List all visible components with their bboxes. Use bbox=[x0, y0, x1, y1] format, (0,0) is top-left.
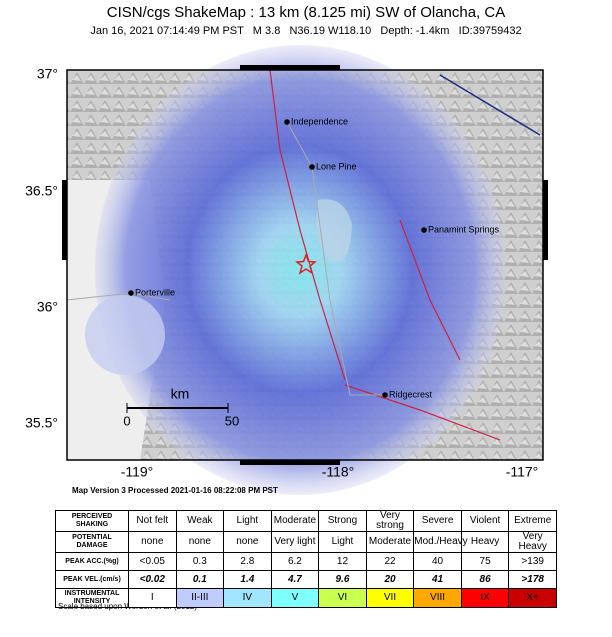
legend-cell: >139 bbox=[508, 552, 557, 571]
city-dot bbox=[284, 119, 290, 125]
legend-cell: 75 bbox=[460, 552, 510, 571]
legend-cell: Light bbox=[318, 531, 367, 553]
title: CISN/cgs ShakeMap : 13 km (8.125 mi) SW … bbox=[107, 4, 505, 21]
legend-cell: Violent bbox=[460, 510, 510, 532]
legend-row: INSTRUMENTAL INTENSITY I II-III IV V VI VII VII… bbox=[55, 588, 557, 608]
legend-cell: 0.1 bbox=[175, 570, 225, 589]
legend-cell: VI bbox=[318, 588, 367, 608]
legend-row: PEAK VEL.(cm/s) <0.02 0.1 1.4 4.7 9.6 20 41 86 >1… bbox=[55, 570, 557, 589]
legend-cell: 2.8 bbox=[223, 552, 272, 571]
lon-label: -119° bbox=[121, 464, 154, 480]
legend-row: PERCEIVED SHAKING Not felt Weak Light Modera… bbox=[55, 510, 557, 532]
legend-cell: 22 bbox=[365, 552, 415, 571]
row-header: POTENTIAL DAMAGE bbox=[55, 531, 129, 553]
lat-label: 37° bbox=[37, 66, 58, 82]
lat-label: 35.5° bbox=[25, 415, 58, 431]
legend-cell: 1.4 bbox=[223, 570, 272, 589]
legend-cell: 12 bbox=[318, 552, 367, 571]
legend-row: POTENTIAL DAMAGE none none none Very light Li… bbox=[55, 531, 557, 553]
city-dot bbox=[382, 392, 388, 398]
legend-cell: 40 bbox=[413, 552, 462, 571]
legend-cell: Very Heavy bbox=[508, 531, 557, 553]
city-dot bbox=[309, 164, 315, 170]
legend-cell: Very light bbox=[270, 531, 320, 553]
legend-cell: 41 bbox=[413, 570, 462, 589]
legend-cell: <0.05 bbox=[128, 552, 177, 571]
city-dot bbox=[128, 290, 134, 296]
legend-cell: 0.3 bbox=[175, 552, 225, 571]
legend-cell: Very strong bbox=[365, 510, 415, 532]
lat-label: 36° bbox=[37, 299, 58, 315]
legend-cell: none bbox=[128, 531, 177, 553]
legend-cell: X+ bbox=[508, 588, 557, 608]
lon-label: -118° bbox=[322, 464, 355, 480]
legend-cell: II-III bbox=[175, 588, 225, 608]
legend-cell: IV bbox=[223, 588, 272, 608]
legend-cell: Severe bbox=[413, 510, 462, 532]
lon-label: -117° bbox=[506, 464, 539, 480]
legend-cell: V bbox=[270, 588, 320, 608]
legend-cell: Moderate bbox=[365, 531, 415, 553]
legend-cell: none bbox=[175, 531, 225, 553]
processed-note: Map Version 3 Processed 2021-01-16 08:22… bbox=[72, 486, 278, 495]
intensity-legend: PERCEIVED SHAKING Not felt Weak Light Modera… bbox=[55, 510, 557, 608]
city-label: Porterville bbox=[135, 287, 175, 297]
legend-cell: Strong bbox=[318, 510, 367, 532]
map-body bbox=[62, 45, 548, 495]
legend-cell: 9.6 bbox=[318, 570, 367, 589]
row-header: INSTRUMENTAL INTENSITY bbox=[55, 588, 129, 608]
city-label: Independence bbox=[291, 116, 348, 126]
legend-cell: Mod./Heavy bbox=[413, 531, 468, 553]
row-header: PEAK VEL.(cm/s) bbox=[55, 570, 129, 589]
legend-cell: Extreme bbox=[508, 510, 557, 532]
row-header: PERCEIVED SHAKING bbox=[55, 510, 129, 532]
city-label: Lone Pine bbox=[316, 161, 357, 171]
legend-cell: >178 bbox=[508, 570, 557, 589]
city-dot bbox=[421, 227, 427, 233]
legend-cell: Heavy bbox=[460, 531, 510, 553]
legend-cell: 20 bbox=[365, 570, 415, 589]
scale-unit: km bbox=[171, 386, 190, 402]
legend-cell: 86 bbox=[460, 570, 510, 589]
lat-label: 36.5° bbox=[25, 183, 58, 199]
legend-cell: I bbox=[128, 588, 177, 608]
row-header: PEAK ACC.(%g) bbox=[55, 552, 129, 571]
legend-row: PEAK ACC.(%g) <0.05 0.3 2.8 6.2 12 22 40 75 >139 bbox=[55, 552, 557, 571]
scale-end: 50 bbox=[225, 413, 239, 428]
legend-cell: Not felt bbox=[128, 510, 177, 532]
legend-cell: 4.7 bbox=[270, 570, 320, 589]
subtitle: Jan 16, 2021 07:14:49 PM PST M 3.8 N36.1… bbox=[90, 25, 521, 37]
legend-cell: <0.02 bbox=[128, 570, 177, 589]
legend-cell: Moderate bbox=[270, 510, 320, 532]
legend-cell: VIII bbox=[413, 588, 462, 608]
scale-start: 0 bbox=[123, 413, 130, 428]
legend-cell: 6.2 bbox=[270, 552, 320, 571]
legend-cell: none bbox=[223, 531, 272, 553]
legend-cell: IX bbox=[460, 588, 510, 608]
city-label: Panamint Springs bbox=[428, 224, 500, 234]
legend-cell: Weak bbox=[175, 510, 225, 532]
city-label: Ridgecrest bbox=[389, 389, 433, 399]
legend-cell: Light bbox=[223, 510, 272, 532]
legend-cell: VII bbox=[365, 588, 415, 608]
